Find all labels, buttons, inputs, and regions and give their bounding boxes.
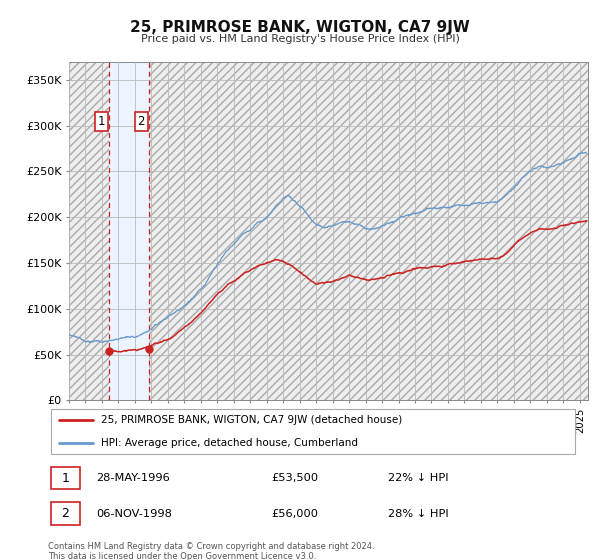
Text: 06-NOV-1998: 06-NOV-1998	[96, 508, 172, 519]
Bar	[109, 62, 149, 400]
Text: Price paid vs. HM Land Registry's House Price Index (HPI): Price paid vs. HM Land Registry's House …	[140, 34, 460, 44]
Text: 1: 1	[62, 472, 70, 484]
Text: HPI: Average price, detached house, Cumberland: HPI: Average price, detached house, Cumb…	[101, 438, 358, 448]
Text: 25, PRIMROSE BANK, WIGTON, CA7 9JW: 25, PRIMROSE BANK, WIGTON, CA7 9JW	[130, 20, 470, 35]
Bar	[69, 62, 109, 400]
Text: 1: 1	[98, 115, 105, 128]
Bar	[149, 62, 588, 400]
Text: 22% ↓ HPI: 22% ↓ HPI	[388, 473, 448, 483]
Text: 28-MAY-1996: 28-MAY-1996	[96, 473, 170, 483]
Text: 2: 2	[137, 115, 145, 128]
Text: £56,000: £56,000	[271, 508, 318, 519]
Text: This data is licensed under the Open Government Licence v3.0.: This data is licensed under the Open Gov…	[48, 552, 316, 560]
Text: 2: 2	[62, 507, 70, 520]
FancyBboxPatch shape	[50, 467, 80, 489]
Text: 25, PRIMROSE BANK, WIGTON, CA7 9JW (detached house): 25, PRIMROSE BANK, WIGTON, CA7 9JW (deta…	[101, 416, 403, 426]
Text: Contains HM Land Registry data © Crown copyright and database right 2024.: Contains HM Land Registry data © Crown c…	[48, 542, 374, 551]
Text: 28% ↓ HPI: 28% ↓ HPI	[388, 508, 449, 519]
FancyBboxPatch shape	[50, 409, 575, 454]
FancyBboxPatch shape	[50, 502, 80, 525]
Text: £53,500: £53,500	[271, 473, 318, 483]
